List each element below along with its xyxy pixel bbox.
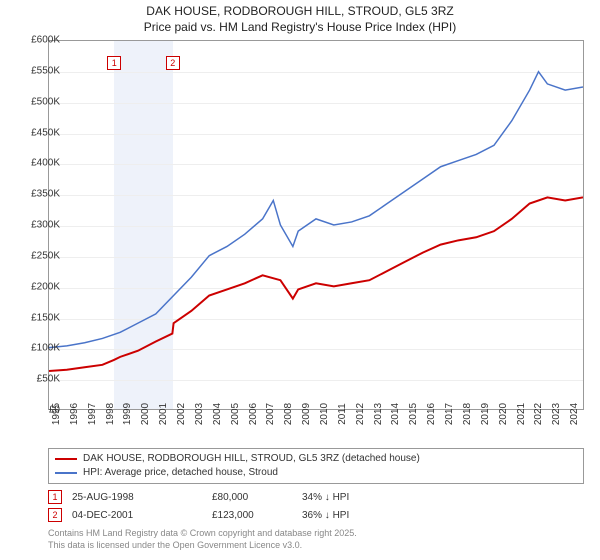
y-tick-label: £350K bbox=[31, 189, 60, 200]
y-tick-label: £550K bbox=[31, 65, 60, 76]
y-tick-label: £500K bbox=[31, 96, 60, 107]
sale-row: 1 25-AUG-1998 £80,000 34% ↓ HPI bbox=[48, 488, 584, 506]
line-chart-svg bbox=[49, 41, 583, 409]
x-tick-label: 1998 bbox=[105, 403, 116, 425]
x-tick-label: 2003 bbox=[194, 403, 205, 425]
chart-title-area: DAK HOUSE, RODBOROUGH HILL, STROUD, GL5 … bbox=[0, 0, 600, 37]
sale-row: 2 04-DEC-2001 £123,000 36% ↓ HPI bbox=[48, 506, 584, 524]
y-tick-label: £450K bbox=[31, 127, 60, 138]
sale-diff: 34% ↓ HPI bbox=[302, 492, 402, 503]
sale-marker-1: 1 bbox=[107, 56, 121, 70]
x-tick-label: 2013 bbox=[373, 403, 384, 425]
x-tick-label: 2023 bbox=[551, 403, 562, 425]
sales-table: 1 25-AUG-1998 £80,000 34% ↓ HPI 2 04-DEC-2001… bbox=[48, 488, 584, 524]
attribution-line-2: This data is licensed under the Open Gov… bbox=[48, 540, 584, 552]
sale-price: £80,000 bbox=[212, 492, 292, 503]
x-tick-label: 2002 bbox=[176, 403, 187, 425]
legend-label-price-paid: DAK HOUSE, RODBOROUGH HILL, STROUD, GL5 … bbox=[83, 452, 420, 466]
y-tick-label: £200K bbox=[31, 281, 60, 292]
sale-date: 04-DEC-2001 bbox=[72, 510, 202, 521]
sale-marker-2: 2 bbox=[166, 56, 180, 70]
series-hpi bbox=[49, 72, 583, 348]
y-tick-label: £150K bbox=[31, 312, 60, 323]
legend-box: DAK HOUSE, RODBOROUGH HILL, STROUD, GL5 … bbox=[48, 448, 584, 484]
title-line-1: DAK HOUSE, RODBOROUGH HILL, STROUD, GL5 … bbox=[0, 4, 600, 20]
title-line-2: Price paid vs. HM Land Registry's House … bbox=[0, 20, 600, 36]
x-tick-label: 2020 bbox=[498, 403, 509, 425]
x-tick-label: 2024 bbox=[569, 403, 580, 425]
x-tick-label: 1995 bbox=[51, 403, 62, 425]
x-tick-label: 2009 bbox=[301, 403, 312, 425]
y-tick-label: £300K bbox=[31, 220, 60, 231]
sale-price: £123,000 bbox=[212, 510, 292, 521]
x-tick-label: 2017 bbox=[444, 403, 455, 425]
legend-label-hpi: HPI: Average price, detached house, Stro… bbox=[83, 466, 278, 480]
sale-row-marker: 2 bbox=[48, 508, 62, 522]
x-tick-label: 2014 bbox=[390, 403, 401, 425]
legend-and-footer: DAK HOUSE, RODBOROUGH HILL, STROUD, GL5 … bbox=[48, 448, 584, 551]
sale-diff: 36% ↓ HPI bbox=[302, 510, 402, 521]
x-tick-label: 2015 bbox=[408, 403, 419, 425]
y-tick-label: £250K bbox=[31, 250, 60, 261]
x-tick-label: 2018 bbox=[462, 403, 473, 425]
x-tick-label: 2010 bbox=[319, 403, 330, 425]
x-tick-label: 2022 bbox=[533, 403, 544, 425]
attribution: Contains HM Land Registry data © Crown c… bbox=[48, 528, 584, 551]
x-tick-label: 2001 bbox=[158, 403, 169, 425]
x-tick-label: 2016 bbox=[426, 403, 437, 425]
x-tick-label: 2007 bbox=[265, 403, 276, 425]
x-tick-label: 2019 bbox=[480, 403, 491, 425]
x-tick-label: 2008 bbox=[283, 403, 294, 425]
legend-row-price-paid: DAK HOUSE, RODBOROUGH HILL, STROUD, GL5 … bbox=[55, 452, 577, 466]
attribution-line-1: Contains HM Land Registry data © Crown c… bbox=[48, 528, 584, 540]
y-tick-label: £600K bbox=[31, 35, 60, 46]
x-tick-label: 2000 bbox=[140, 403, 151, 425]
x-tick-label: 2005 bbox=[230, 403, 241, 425]
x-tick-label: 2004 bbox=[212, 403, 223, 425]
legend-swatch-hpi bbox=[55, 472, 77, 474]
x-tick-label: 1997 bbox=[87, 403, 98, 425]
x-tick-label: 1999 bbox=[122, 403, 133, 425]
x-tick-label: 2006 bbox=[248, 403, 259, 425]
y-tick-label: £100K bbox=[31, 343, 60, 354]
series-price_paid bbox=[49, 197, 583, 371]
x-tick-label: 1996 bbox=[69, 403, 80, 425]
sale-date: 25-AUG-1998 bbox=[72, 492, 202, 503]
sale-row-marker: 1 bbox=[48, 490, 62, 504]
x-tick-label: 2021 bbox=[516, 403, 527, 425]
legend-swatch-price-paid bbox=[55, 458, 77, 460]
x-tick-label: 2012 bbox=[355, 403, 366, 425]
y-tick-label: £400K bbox=[31, 158, 60, 169]
legend-row-hpi: HPI: Average price, detached house, Stro… bbox=[55, 466, 577, 480]
x-tick-label: 2011 bbox=[337, 403, 348, 425]
y-tick-label: £50K bbox=[37, 374, 60, 385]
chart-plot-area: 12 bbox=[48, 40, 584, 410]
